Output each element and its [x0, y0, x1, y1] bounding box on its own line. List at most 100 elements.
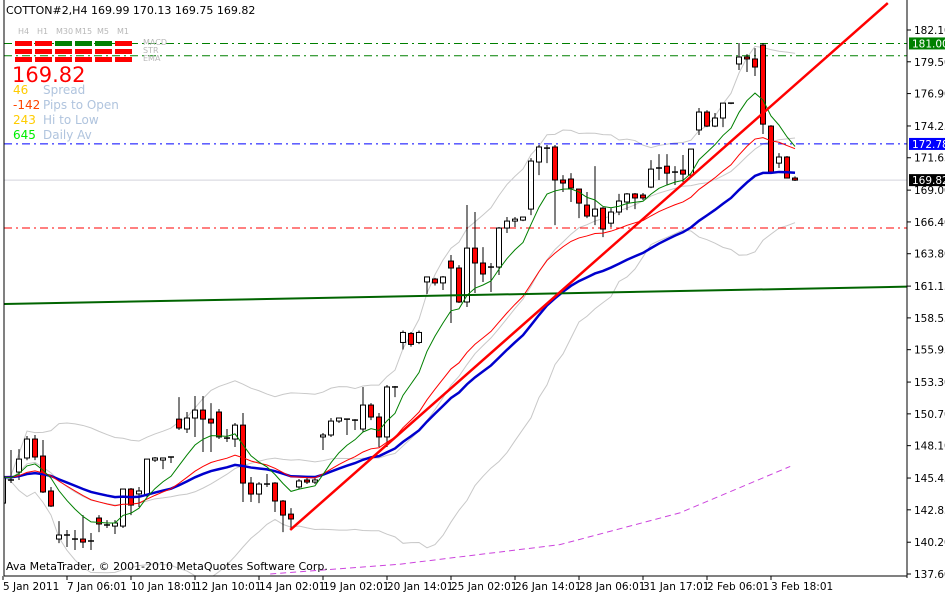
candle-body — [320, 434, 326, 438]
candle-body — [456, 267, 462, 303]
candle-body — [304, 479, 310, 483]
signal-bar — [55, 49, 72, 54]
price-tick-label: 174.25 — [914, 121, 945, 133]
candle-body — [576, 188, 582, 204]
candle — [608, 208, 614, 228]
price-tick-label: 158.55 — [914, 313, 945, 325]
candle — [184, 412, 190, 434]
stat-row: 243 Hi to Low — [13, 113, 99, 127]
bollinger-middle-line — [4, 137, 796, 506]
timeframe-label: M15 — [75, 27, 93, 36]
stat-value: 46 — [13, 83, 29, 97]
time-tick-label: 10 Jan 18:01 — [131, 581, 197, 593]
candle-body — [24, 438, 30, 459]
timeframe-label: M30 — [56, 27, 74, 36]
time-tick-label: 14 Jan 02:01 — [259, 581, 325, 593]
candle-body — [464, 247, 470, 303]
candle-body — [192, 409, 198, 419]
candle — [392, 385, 398, 398]
price-label-text: 169.82 — [912, 175, 945, 187]
candle-body — [200, 409, 206, 420]
timeframe-label: H1 — [37, 27, 49, 36]
stat-row: -142 Pips to Open — [13, 98, 119, 112]
mid-moving-average-line — [4, 137, 796, 507]
candle-body — [736, 56, 742, 65]
candle-body — [400, 331, 406, 343]
candle-body — [624, 193, 630, 203]
candle — [632, 192, 638, 210]
candle — [400, 330, 406, 350]
time-tick-label: 2 Feb 06:01 — [707, 581, 769, 593]
candle-body — [528, 160, 534, 210]
candle-body — [184, 417, 190, 430]
candle-body — [440, 276, 446, 284]
candle — [4, 476, 6, 504]
candle — [744, 54, 750, 73]
candle — [592, 166, 598, 226]
candle-body — [112, 522, 118, 527]
candle — [680, 155, 686, 183]
copyright-text: Ava MetaTrader, © 2001-2010 MetaQuotes S… — [6, 560, 328, 573]
signal-bar — [75, 57, 92, 62]
candle-body — [776, 156, 782, 164]
candle-body — [632, 193, 638, 199]
candle — [568, 173, 574, 203]
timeframe-label: H4 — [18, 27, 30, 36]
candle — [368, 403, 374, 421]
candle — [304, 478, 310, 485]
signal-bar — [35, 57, 52, 62]
time-tick-label: 26 Jan 14:01 — [515, 581, 581, 593]
time-tick-label: 3 Feb 18:01 — [771, 581, 833, 593]
price-tick-label: 145.45 — [914, 473, 945, 485]
candle — [544, 145, 550, 164]
candle — [584, 191, 590, 219]
candle-body — [424, 276, 430, 283]
candle-body — [56, 534, 62, 540]
price-label-box — [909, 37, 945, 50]
candle-body — [752, 58, 758, 68]
price-tick-label: 153.30 — [914, 377, 945, 389]
candle — [776, 153, 782, 169]
candle — [496, 227, 502, 275]
candle-body — [80, 538, 86, 543]
candle — [104, 520, 110, 529]
indicator-label: STR — [143, 46, 159, 55]
candle — [512, 217, 518, 228]
candle — [752, 48, 758, 76]
candle — [144, 458, 150, 497]
candle-body — [608, 211, 614, 224]
price-tick-label: 182.10 — [914, 25, 945, 37]
candle-body — [376, 416, 382, 438]
candle — [224, 429, 230, 442]
time-tick-label: 5 Jan 2011 — [3, 581, 59, 593]
signal-bar — [95, 57, 112, 62]
candle — [64, 529, 70, 547]
price-tick-label: 161.15 — [914, 281, 945, 293]
candle — [472, 212, 478, 293]
candle-body — [144, 458, 150, 496]
signal-bar — [15, 49, 32, 54]
candle — [384, 385, 390, 447]
candle-body — [152, 457, 158, 461]
candle-body — [96, 517, 102, 525]
candle-body — [784, 156, 790, 179]
candle-body — [480, 262, 486, 275]
candle — [552, 145, 558, 226]
price-tick-label: 137.60 — [914, 569, 945, 581]
candle-body — [360, 404, 366, 430]
candle-body — [240, 424, 246, 484]
candle-body — [216, 411, 222, 438]
candle-body — [600, 207, 606, 230]
candle — [40, 440, 46, 493]
candle — [280, 500, 286, 533]
candle — [328, 418, 334, 437]
candle — [216, 408, 222, 440]
candle — [232, 423, 238, 447]
price-tick-label: 150.70 — [914, 409, 945, 421]
candle — [784, 156, 790, 179]
candle-body — [208, 418, 214, 424]
candle — [256, 482, 262, 504]
candle-body — [680, 169, 686, 175]
candle-body — [336, 417, 342, 422]
